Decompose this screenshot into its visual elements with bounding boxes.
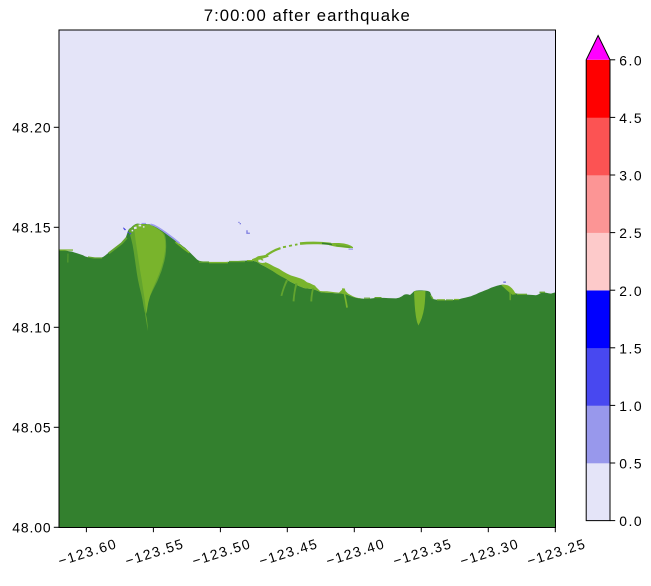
svg-text:0.0: 0.0 bbox=[619, 513, 643, 529]
svg-text:2.5: 2.5 bbox=[619, 225, 643, 241]
svg-text:7:00:00 after earthquake: 7:00:00 after earthquake bbox=[204, 6, 411, 25]
svg-text:48.15: 48.15 bbox=[12, 220, 51, 236]
svg-text:1.5: 1.5 bbox=[619, 340, 643, 356]
svg-text:48.05: 48.05 bbox=[12, 420, 51, 436]
svg-text:48.10: 48.10 bbox=[12, 320, 51, 336]
svg-text:3.0: 3.0 bbox=[619, 168, 643, 184]
svg-text:1.0: 1.0 bbox=[619, 398, 643, 414]
svg-text:48.20: 48.20 bbox=[12, 120, 51, 136]
svg-text:0.5: 0.5 bbox=[619, 456, 643, 472]
svg-text:48.00: 48.00 bbox=[12, 520, 51, 536]
svg-text:4.5: 4.5 bbox=[619, 110, 643, 126]
svg-text:2.0: 2.0 bbox=[619, 283, 643, 299]
svg-text:6.0: 6.0 bbox=[619, 52, 643, 68]
